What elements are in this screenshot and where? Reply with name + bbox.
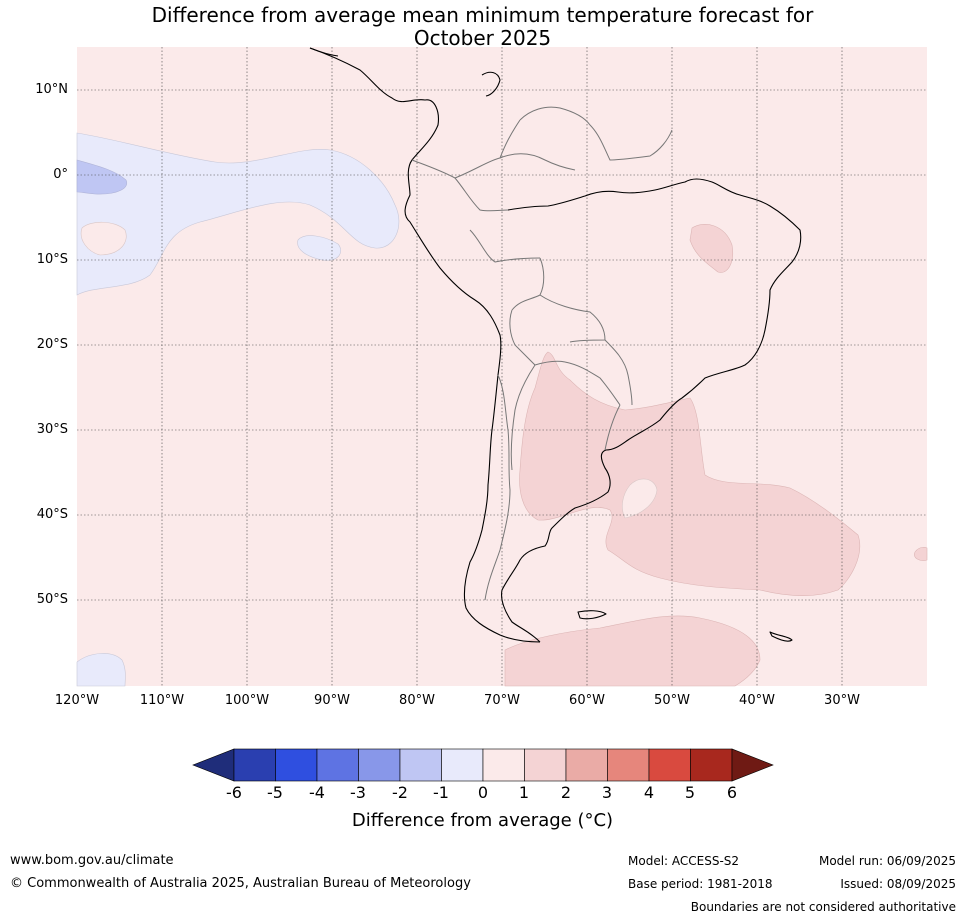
colorbar-tick: 4 <box>643 783 655 802</box>
colorbar-tick: 1 <box>518 783 530 802</box>
colorbar-bin <box>524 748 567 782</box>
footer-base-period: Base period: 1981-2018 <box>628 877 773 891</box>
lon-label-80w: 80°W <box>399 693 435 708</box>
anomaly-region-near-zero-pacific <box>80 221 127 256</box>
footer-model-run: Model run: 06/09/2025 <box>818 854 956 868</box>
title-line-2: October 2025 <box>413 26 552 50</box>
footer-copyright: © Commonwealth of Australia 2025, Austra… <box>10 876 471 891</box>
country-boundaries <box>411 106 673 601</box>
colorbar-bin <box>358 748 401 782</box>
lon-label-120w: 120°W <box>54 693 100 708</box>
colorbar-tick: -4 <box>309 783 325 802</box>
colorbar-bin <box>482 748 525 782</box>
colorbar-tick: -1 <box>433 783 449 802</box>
anomaly-region-plus1-drake <box>504 615 761 687</box>
footer-disclaimer: Boundaries are not considered authoritat… <box>690 900 956 914</box>
lon-label-60w: 60°W <box>569 693 605 708</box>
colorbar-tick: 5 <box>684 783 696 802</box>
anomaly-region-minus1-pacific-small <box>297 235 341 261</box>
lon-label-70w: 70°W <box>484 693 520 708</box>
colorbar-arrow-high <box>731 748 774 782</box>
colorbar-bin <box>441 748 484 782</box>
coastline-south-america <box>309 47 802 643</box>
lat-label-40s: 40°S <box>36 507 68 522</box>
anomaly-region-plus1-argentina-atlantic <box>519 351 860 597</box>
lon-label-50w: 50°W <box>654 693 690 708</box>
colorbar-tick: -3 <box>350 783 366 802</box>
anomaly-region-near-zero-atlantic <box>621 478 658 519</box>
lon-label-30w: 30°W <box>824 693 860 708</box>
colorbar-label: Difference from average (°C) <box>351 810 614 831</box>
anomaly-region-plus1-east <box>914 547 928 561</box>
colorbar-bin <box>399 748 442 782</box>
title-line-1: Difference from average mean minimum tem… <box>151 3 814 27</box>
colorbar-bin <box>648 748 691 782</box>
colorbar-bin <box>233 748 276 782</box>
colorbar-bin <box>690 748 733 782</box>
colorbar-tick: 0 <box>477 783 489 802</box>
lat-label-10n: 10°N <box>35 82 68 97</box>
lon-label-100w: 100°W <box>224 693 270 708</box>
colorbar-bin <box>275 748 318 782</box>
colorbar-bin <box>607 748 650 782</box>
colorbar <box>192 748 774 782</box>
lat-label-10s: 10°S <box>36 252 68 267</box>
map-title: Difference from average mean minimum tem… <box>0 4 965 50</box>
colorbar-bin <box>316 748 359 782</box>
colorbar-tick: 3 <box>601 783 613 802</box>
colorbar-tick: -6 <box>226 783 242 802</box>
colorbar-tick: -5 <box>267 783 283 802</box>
colorbar-arrow-low <box>192 748 235 782</box>
colorbar-bin <box>565 748 608 782</box>
footer-website: www.bom.gov.au/climate <box>10 853 174 868</box>
lon-label-40w: 40°W <box>739 693 775 708</box>
anomaly-region-minus1-pacific <box>76 132 400 296</box>
footer-model: Model: ACCESS-S2 <box>628 854 740 868</box>
lon-label-110w: 110°W <box>139 693 185 708</box>
lat-label-0: 0° <box>53 167 68 182</box>
colorbar-tick: 2 <box>560 783 572 802</box>
lat-label-20s: 20°S <box>36 337 68 352</box>
anomaly-region-plus1-brazil <box>689 224 733 273</box>
lat-label-50s: 50°S <box>36 592 68 607</box>
anomaly-region-minus1-south-pacific <box>76 653 126 687</box>
footer-issued: Issued: 08/09/2025 <box>840 877 956 891</box>
colorbar-tick: 6 <box>726 783 738 802</box>
colorbar-tick: -2 <box>392 783 408 802</box>
lon-label-90w: 90°W <box>314 693 350 708</box>
anomaly-region-minus2-pacific <box>76 159 128 195</box>
lat-label-30s: 30°S <box>36 422 68 437</box>
